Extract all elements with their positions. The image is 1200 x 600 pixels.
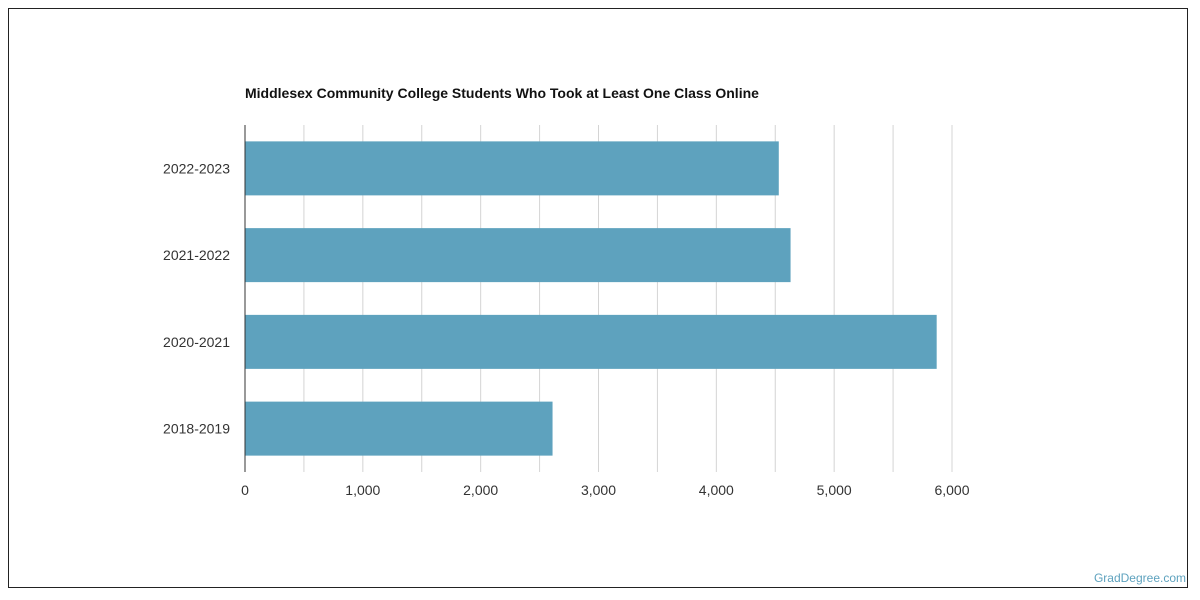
x-tick-label: 4,000 xyxy=(699,482,734,498)
y-tick-label: 2020-2021 xyxy=(163,334,230,350)
y-tick-label: 2022-2023 xyxy=(163,160,230,176)
x-tick-label: 5,000 xyxy=(817,482,852,498)
bar-2020-2021[interactable] xyxy=(245,314,937,369)
y-tick-label: 2021-2022 xyxy=(163,247,230,263)
brand-watermark: GradDegree.com xyxy=(1093,571,1186,585)
chart-title: Middlesex Community College Students Who… xyxy=(245,85,759,101)
y-tick-label: 2018-2019 xyxy=(163,421,230,437)
x-tick-label: 6,000 xyxy=(934,482,969,498)
bar-2018-2019[interactable] xyxy=(245,401,553,456)
bar-2021-2022[interactable] xyxy=(245,228,791,283)
x-tick-label: 1,000 xyxy=(345,482,380,498)
x-tick-label: 2,000 xyxy=(463,482,498,498)
x-tick-label: 3,000 xyxy=(581,482,616,498)
x-tick-label: 0 xyxy=(241,482,249,498)
bar-2022-2023[interactable] xyxy=(245,141,779,196)
